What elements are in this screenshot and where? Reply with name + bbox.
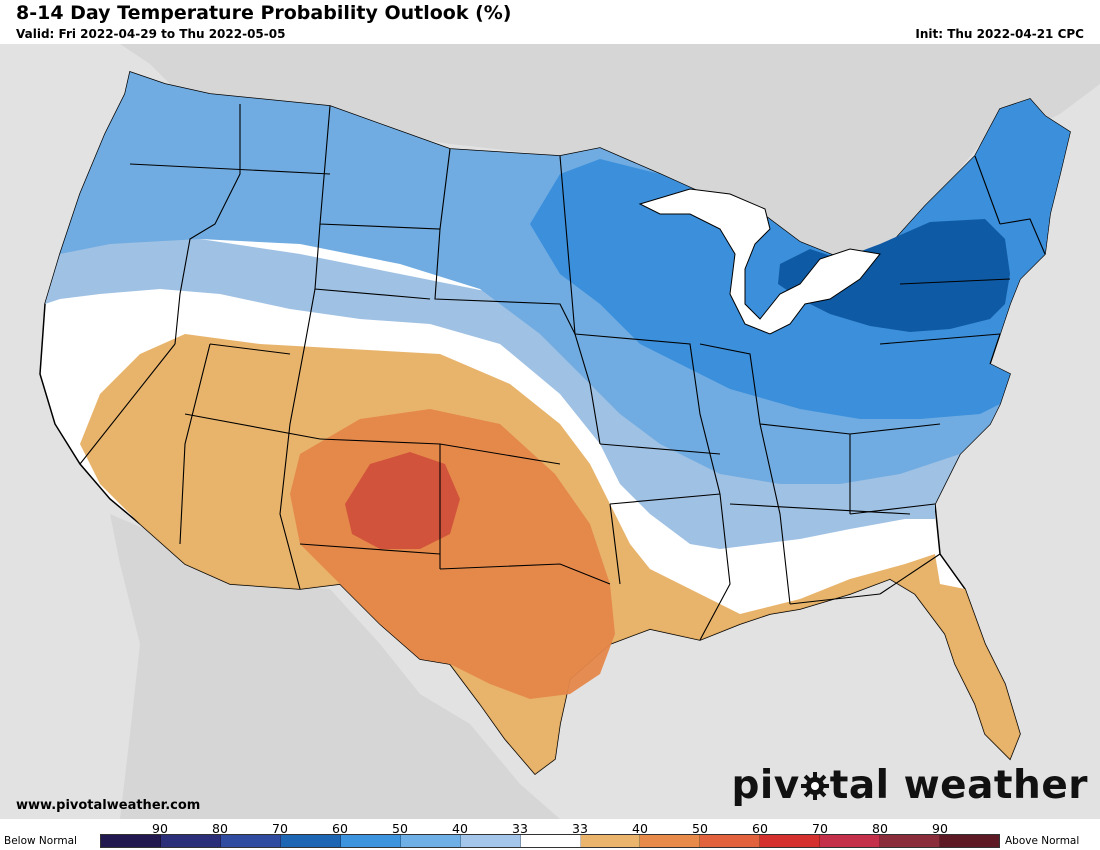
legend-tick-label: 60	[752, 821, 768, 836]
outlook-map	[0, 44, 1100, 819]
legend-swatch	[700, 835, 761, 847]
legend-tick-label: 90	[932, 821, 948, 836]
legend-swatch	[160, 835, 221, 847]
legend-swatch	[460, 835, 521, 847]
below-normal-60-region	[778, 219, 1010, 332]
legend-tick-label: 70	[272, 821, 288, 836]
legend-tick-label: 80	[212, 821, 228, 836]
gear-icon	[800, 772, 829, 800]
mexico-land	[110, 514, 560, 819]
legend-tick-label: 60	[332, 821, 348, 836]
legend-swatch	[580, 835, 641, 847]
legend-tick-label: 50	[392, 821, 408, 836]
map-title: 8-14 Day Temperature Probability Outlook…	[16, 2, 512, 24]
legend-swatch	[520, 835, 581, 847]
brand-text-left: piv	[731, 763, 800, 808]
legend-left-label: Below Normal	[4, 835, 77, 847]
legend-right-label: Above Normal	[1005, 835, 1080, 847]
color-scale-legend: Below Normal Above Normal 90 80 70 60 50 40 33…	[0, 819, 1100, 850]
legend-swatch	[340, 835, 401, 847]
brand-text-right: tal weather	[829, 763, 1088, 808]
legend-swatch	[880, 835, 941, 847]
above-normal-60-region	[345, 452, 460, 549]
site-url: www.pivotalweather.com	[16, 798, 201, 813]
legend-swatch	[400, 835, 461, 847]
legend-swatch	[220, 835, 281, 847]
legend-swatch	[940, 835, 1000, 847]
map-header: 8-14 Day Temperature Probability Outlook…	[0, 0, 1100, 44]
legend-swatch	[280, 835, 341, 847]
init-time: Init: Thu 2022-04-21 CPC	[915, 27, 1084, 41]
brand-logo: piv tal weather	[731, 766, 1088, 805]
legend-swatch	[101, 835, 161, 847]
legend-color-bar	[100, 834, 1000, 848]
legend-tick-label: 33	[512, 821, 528, 836]
legend-tick-label: 33	[572, 821, 588, 836]
state-boundaries	[79, 104, 1046, 641]
legend-tick-label: 40	[452, 821, 468, 836]
legend-swatch	[820, 835, 881, 847]
map-canvas	[0, 44, 1100, 819]
legend-tick-label: 40	[632, 821, 648, 836]
legend-swatch	[760, 835, 821, 847]
legend-tick-label: 90	[152, 821, 168, 836]
valid-period: Valid: Fri 2022-04-29 to Thu 2022-05-05	[16, 27, 286, 41]
legend-swatch	[640, 835, 701, 847]
legend-tick-label: 50	[692, 821, 708, 836]
great-lakes	[638, 188, 881, 335]
legend-tick-label: 80	[872, 821, 888, 836]
legend-tick-label: 70	[812, 821, 828, 836]
